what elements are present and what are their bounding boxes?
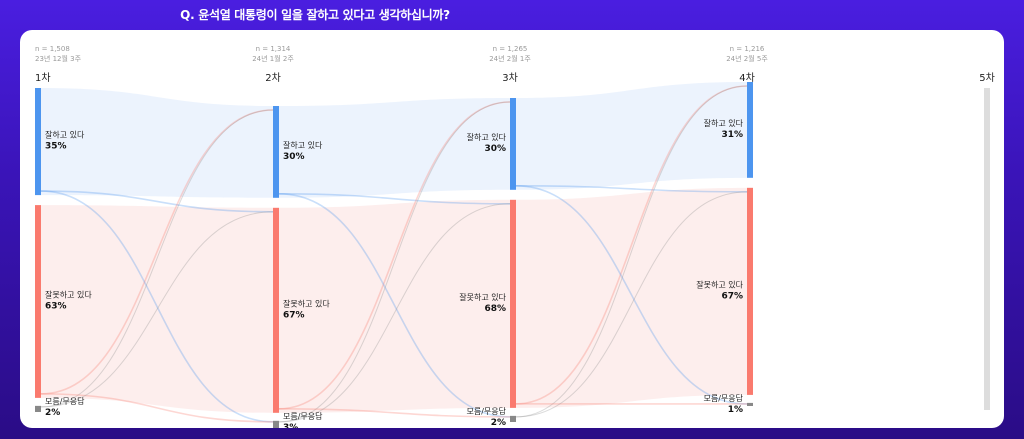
node-label-3-unknown: 모름/무응답	[467, 406, 507, 416]
node-value-3-bad: 68%	[484, 304, 506, 314]
node-value-4-unknown: 1%	[728, 405, 743, 415]
node-bars	[35, 82, 990, 428]
flow-unknown-to-bad-1-2	[40, 211, 274, 408]
flow-bands	[41, 82, 747, 413]
flow-good-to-unknown-2-3	[278, 193, 511, 418]
node-bar-1-bad	[35, 205, 41, 398]
node-value-3-good: 30%	[484, 144, 506, 154]
flow-unknown-to-bad-3-4	[515, 191, 748, 418]
node-label-2-bad: 잘못하고 있다	[283, 298, 330, 308]
node-label-1-good: 잘하고 있다	[45, 130, 85, 140]
node-label-2-unknown: 모름/무응답	[283, 411, 323, 421]
node-value-2-bad: 67%	[283, 310, 305, 320]
wave-label-2: 2차	[265, 72, 281, 84]
node-bar-4-bad	[747, 187, 753, 395]
node-bar-2-bad	[273, 207, 279, 413]
node-value-2-good: 30%	[283, 152, 305, 162]
chart-title: Q. 윤석열 대통령이 일을 잘하고 있다고 생각하십니까?	[180, 8, 450, 22]
wave-label-3: 3차	[502, 72, 518, 84]
band-bad-3-4	[516, 187, 747, 408]
sankey-chart: 잘하고 있다 35% 잘못하고 있다 63% 모름/무응답 2% 잘하고 있다 30% 잘못하고…	[35, 45, 995, 428]
node-bar-3-bad	[510, 199, 516, 408]
wave-date-1: 23년 12월 3주	[35, 54, 82, 63]
band-good-1-2	[41, 88, 273, 198]
band-bad-2-3	[279, 199, 510, 413]
node-label-2-good: 잘하고 있다	[283, 140, 323, 150]
wave-n-1: n = 1,508	[35, 45, 70, 53]
flow-bad-to-good-3-4	[515, 85, 748, 405]
flow-good-to-bad-2-3	[278, 193, 511, 205]
flow-good-to-bad-1-2	[40, 190, 274, 213]
node-value-1-good: 35%	[45, 142, 67, 152]
node-label-3-bad: 잘못하고 있다	[459, 292, 506, 302]
wave-n-3: n = 1,265	[493, 45, 528, 53]
band-bad-1-2	[41, 205, 273, 413]
node-label-4-unknown: 모름/무응답	[704, 393, 744, 403]
wave-label-5: 5차	[979, 72, 995, 84]
node-bar-2-unknown	[273, 420, 279, 428]
node-value-1-unknown: 2%	[45, 408, 60, 418]
flow-bad-to-unknown-1-2	[40, 393, 274, 423]
node-value-4-bad: 67%	[721, 291, 743, 301]
flow-unknown-to-good-2-3	[278, 101, 511, 423]
node-value-4-good: 31%	[721, 130, 743, 140]
node-bar-3-good	[510, 98, 516, 190]
flow-good-to-bad-3-4	[515, 185, 748, 193]
flow-lines	[40, 85, 748, 423]
node-value-3-unknown: 2%	[491, 418, 506, 428]
node-bar-5-empty	[984, 88, 990, 410]
flow-unknown-to-bad-2-3	[278, 203, 511, 423]
node-value-2-unknown: 3%	[283, 423, 298, 428]
flow-bad-to-good-2-3	[278, 101, 511, 410]
wave-n-2: n = 1,314	[256, 45, 291, 53]
node-bar-2-good	[273, 106, 279, 198]
node-label-1-bad: 잘못하고 있다	[45, 289, 92, 299]
wave-label-1: 1차	[35, 72, 51, 84]
chart-card: 잘하고 있다 35% 잘못하고 있다 63% 모름/무응답 2% 잘하고 있다 30% 잘못하고…	[20, 30, 1004, 428]
node-bar-4-good	[747, 82, 753, 178]
node-bar-4-unknown	[747, 402, 753, 406]
flow-good-to-unknown-3-4	[515, 185, 748, 405]
node-value-1-bad: 63%	[45, 301, 67, 311]
node-bar-3-unknown	[510, 415, 516, 422]
band-good-3-4	[516, 82, 747, 190]
node-bar-1-unknown	[35, 405, 41, 412]
flow-unknown-to-good-3-4	[515, 85, 748, 418]
node-bar-1-good	[35, 88, 41, 196]
flow-bad-to-unknown-2-3	[278, 408, 511, 418]
wave-date-4: 24년 2월 5주	[726, 54, 768, 63]
flow-unknown-to-good-1-2	[40, 109, 274, 408]
wave-n-4: n = 1,216	[730, 45, 765, 53]
node-label-1-unknown: 모름/무응답	[45, 396, 85, 406]
wave-label-4: 4차	[739, 72, 755, 84]
chart-labels: 잘하고 있다 35% 잘못하고 있다 63% 모름/무응답 2% 잘하고 있다 30% 잘못하고…	[35, 45, 995, 428]
flow-good-to-unknown-1-2	[40, 190, 274, 423]
node-label-4-good: 잘하고 있다	[704, 118, 744, 128]
wave-date-3: 24년 2월 1주	[489, 54, 531, 63]
band-good-2-3	[279, 98, 510, 198]
flow-bad-to-good-1-2	[40, 109, 274, 395]
node-label-4-bad: 잘못하고 있다	[696, 279, 743, 289]
node-label-3-good: 잘하고 있다	[467, 132, 507, 142]
wave-date-2: 24년 1월 2주	[252, 54, 294, 63]
